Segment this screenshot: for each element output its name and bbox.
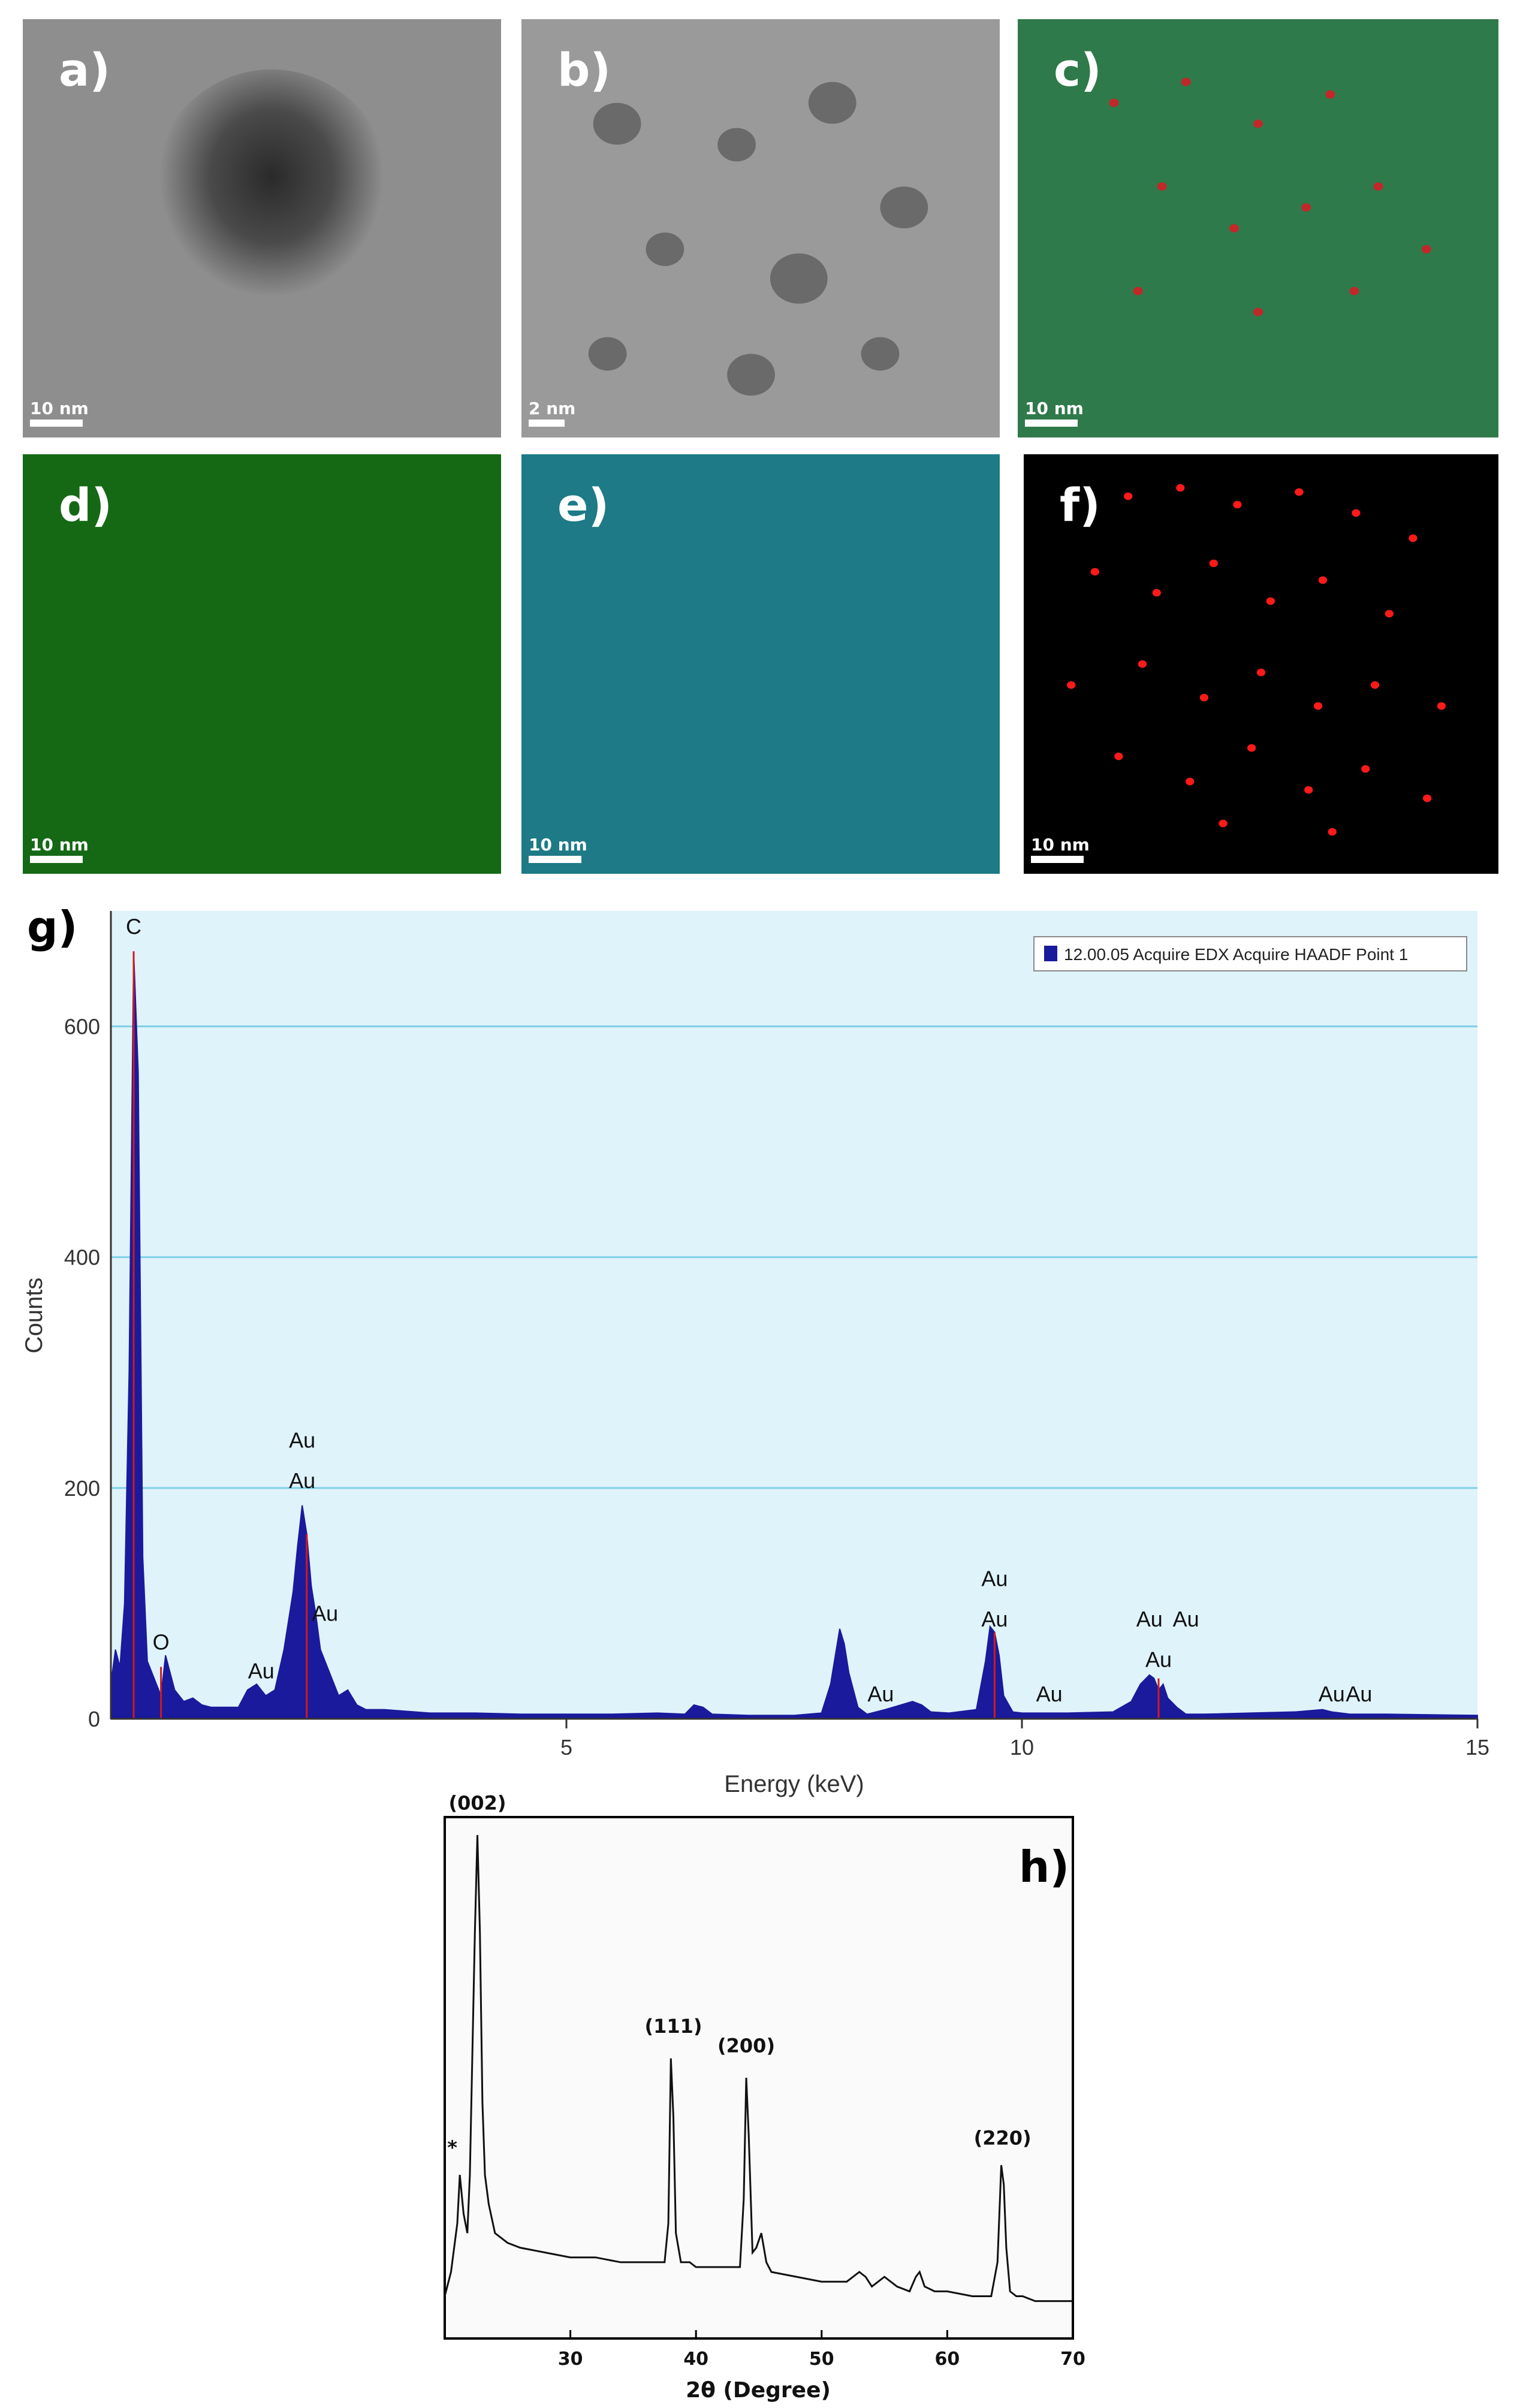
panel-label-d: d)	[59, 478, 113, 532]
edx-y-tick-label: 600	[64, 1015, 100, 1039]
legend-entry: 12.00.05 Acquire EDX Acquire HAADF Point…	[1064, 945, 1408, 964]
panel-b-hrtem-image: b) 2 nm	[521, 19, 1000, 437]
edx-peak-label: Au	[981, 1607, 1008, 1631]
xrd-x-tick-label: 30	[558, 2349, 583, 2370]
edx-chart-background	[23, 896, 1498, 1816]
xrd-chart-background	[432, 1816, 1091, 2403]
edx-peak-label: Au	[1173, 1607, 1199, 1631]
scale-bar-d: 10 nm	[30, 835, 89, 863]
xrd-x-axis-label: 2θ (Degree)	[686, 2378, 831, 2403]
hrtem-texture	[521, 19, 1000, 437]
xrd-peak-label: (200)	[717, 2035, 775, 2057]
legend-swatch	[1044, 946, 1057, 961]
panel-label-h: h)	[1019, 1842, 1069, 1892]
edx-legend: 12.00.05 Acquire EDX Acquire HAADF Point…	[1033, 936, 1467, 971]
edx-x-tick-label: 5	[560, 1735, 572, 1760]
panel-label-a: a)	[59, 43, 111, 96]
tem-lowmag-texture	[23, 19, 501, 437]
gold-map-dots	[1024, 454, 1498, 874]
xrd-peak-label: *	[447, 2137, 457, 2159]
xrd-x-tick-label: 60	[935, 2349, 960, 2370]
edx-peak-label: Au	[248, 1659, 275, 1683]
panel-label-c: c)	[1054, 43, 1102, 96]
panel-d-carbon-map: d) 10 nm	[23, 454, 501, 874]
xrd-x-tick-label: 50	[809, 2349, 834, 2370]
xrd-x-tick-label: 40	[683, 2349, 708, 2370]
edx-y-tick-zero: 0	[88, 1707, 100, 1731]
panel-c-overlay-map: c) 10 nm	[1018, 19, 1498, 437]
oxygen-map-texture	[521, 454, 1000, 874]
scale-bar-e: 10 nm	[529, 835, 587, 863]
scale-bar-a: 10 nm	[30, 399, 89, 427]
edx-peak-label: Au	[1145, 1647, 1172, 1671]
xrd-plot-frame	[444, 1816, 1074, 2340]
edx-peak-label: Au	[981, 1567, 1008, 1591]
edx-plot-area	[111, 911, 1477, 1719]
edx-peak-label: O	[153, 1630, 170, 1654]
edx-y-tick-label: 400	[64, 1245, 100, 1270]
edx-y-axis-label: Counts	[21, 1278, 47, 1354]
overlay-texture	[1018, 19, 1498, 437]
edx-peak-label: Au	[1136, 1607, 1163, 1631]
panel-e-oxygen-map: e) 10 nm	[521, 454, 1000, 874]
xrd-peak-label: (111)	[644, 2015, 702, 2038]
edx-peak-label: Au	[289, 1428, 315, 1452]
edx-x-tick-label: 15	[1465, 1735, 1489, 1760]
edx-peak-label: Au	[312, 1601, 338, 1625]
panel-label-b: b)	[557, 43, 611, 96]
panel-label-f: f)	[1060, 478, 1100, 532]
edx-y-tick-label: 200	[64, 1476, 100, 1501]
edx-x-tick-label: 10	[1010, 1735, 1034, 1760]
edx-x-axis-label: Energy (keV)	[724, 1771, 864, 1797]
xrd-peak-label: (220)	[974, 2127, 1032, 2150]
edx-spectrum-area	[110, 951, 1478, 1719]
scale-bar-b: 2 nm	[529, 399, 575, 427]
edx-peak-label: Au	[1319, 1682, 1345, 1706]
edx-peak-label: Au	[289, 1468, 315, 1493]
xrd-x-tick-label: 70	[1060, 2349, 1085, 2370]
scale-bar-c: 10 nm	[1025, 399, 1084, 427]
panel-label-e: e)	[557, 478, 610, 532]
panel-label-g: g)	[27, 902, 77, 952]
edx-peak-label: C	[126, 915, 141, 939]
panel-a-tem-image: a) 10 nm	[23, 19, 501, 437]
xrd-peak-label: (002)	[448, 1792, 506, 1815]
edx-peak-label: Au	[1346, 1682, 1372, 1706]
scale-bar-f: 10 nm	[1031, 835, 1090, 863]
edx-peak-label: Au	[867, 1682, 894, 1706]
panel-f-gold-map: f) 10 nm	[1024, 454, 1498, 874]
edx-peak-label: Au	[1036, 1682, 1063, 1706]
xrd-pattern-line	[444, 1834, 1073, 2303]
carbon-map-texture	[23, 454, 501, 874]
